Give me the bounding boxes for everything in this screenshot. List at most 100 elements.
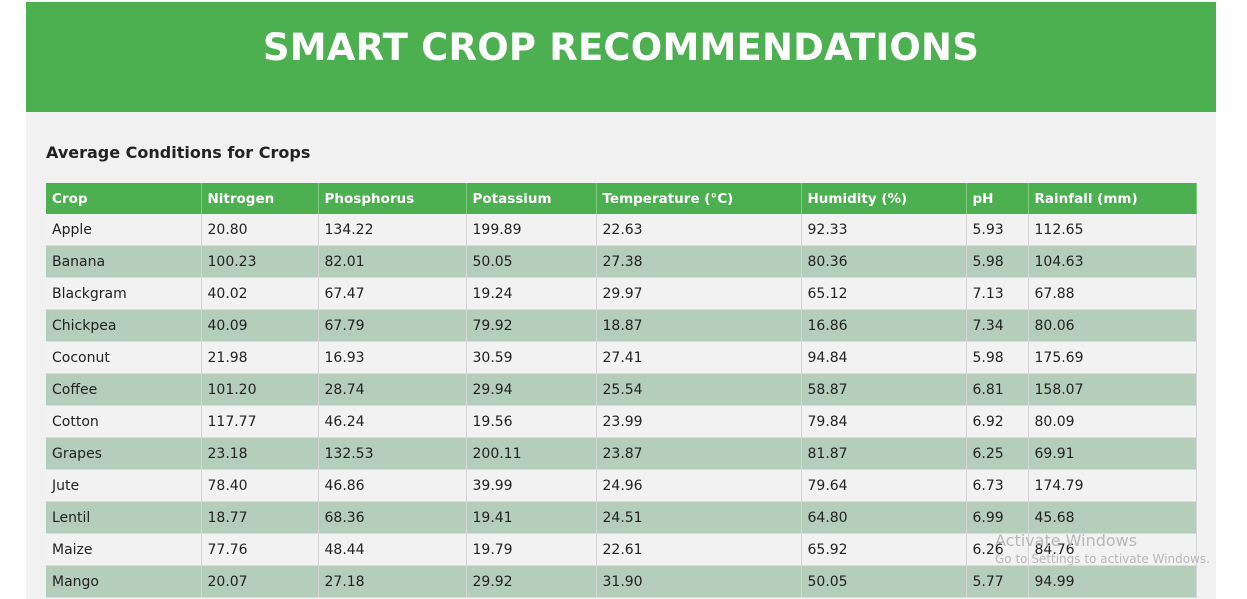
table-cell: 94.99 xyxy=(1028,565,1197,598)
column-header: Phosphorus xyxy=(318,183,467,214)
table-cell: 174.79 xyxy=(1028,469,1197,502)
table-cell: 64.80 xyxy=(801,501,967,534)
table-cell: 65.92 xyxy=(801,533,967,566)
table-cell: 19.56 xyxy=(466,405,597,438)
table-cell: 21.98 xyxy=(201,341,319,374)
crop-name-cell: Maize xyxy=(46,533,202,566)
table-cell: 22.61 xyxy=(596,533,802,566)
table-cell: 29.97 xyxy=(596,277,802,310)
table-cell: 39.99 xyxy=(466,469,597,502)
table-cell: 40.02 xyxy=(201,277,319,310)
table-cell: 67.47 xyxy=(318,277,467,310)
table-cell: 6.81 xyxy=(966,373,1029,406)
table-cell: 175.69 xyxy=(1028,341,1197,374)
table-cell: 27.41 xyxy=(596,341,802,374)
column-header: Temperature (°C) xyxy=(596,183,802,214)
table-row: Coffee 101.20 28.74 29.94 25.54 58.87 6.81 158.… xyxy=(46,373,1197,406)
table-cell: 31.90 xyxy=(596,565,802,598)
column-header: Crop xyxy=(46,183,202,214)
table-cell: 79.92 xyxy=(466,309,597,342)
table-cell: 19.41 xyxy=(466,501,597,534)
table-cell: 19.79 xyxy=(466,533,597,566)
table-cell: 67.79 xyxy=(318,309,467,342)
table-row: Mango 20.07 27.18 29.92 31.90 50.05 5.77 94.99 xyxy=(46,565,1197,598)
table-cell: 58.87 xyxy=(801,373,967,406)
table-row: Lentil 18.77 68.36 19.41 24.51 64.80 6.99 45.68 xyxy=(46,501,1197,534)
table-cell: 65.12 xyxy=(801,277,967,310)
table-cell: 46.24 xyxy=(318,405,467,438)
table-cell: 94.84 xyxy=(801,341,967,374)
crop-name-cell: Apple xyxy=(46,214,202,246)
table-cell: 18.87 xyxy=(596,309,802,342)
table-cell: 24.51 xyxy=(596,501,802,534)
table-row: Coconut 21.98 16.93 30.59 27.41 94.84 5.98 175.… xyxy=(46,341,1197,374)
table-cell: 117.77 xyxy=(201,405,319,438)
table-cell: 5.93 xyxy=(966,214,1029,246)
crop-name-cell: Coconut xyxy=(46,341,202,374)
table-cell: 92.33 xyxy=(801,214,967,246)
table-cell: 28.74 xyxy=(318,373,467,406)
column-header: pH xyxy=(966,183,1029,214)
watermark-subtitle: Go to Settings to activate Windows. xyxy=(995,552,1210,566)
table-cell: 29.94 xyxy=(466,373,597,406)
table-cell: 78.40 xyxy=(201,469,319,502)
table-cell: 100.23 xyxy=(201,245,319,278)
crop-name-cell: Cotton xyxy=(46,405,202,438)
section-title: Average Conditions for Crops xyxy=(46,143,311,162)
table-cell: 132.53 xyxy=(318,437,467,470)
table-cell: 23.18 xyxy=(201,437,319,470)
table-header-row: Crop Nitrogen Phosphorus Potassium Tempe… xyxy=(46,183,1197,214)
table-cell: 200.11 xyxy=(466,437,597,470)
table-cell: 6.92 xyxy=(966,405,1029,438)
table-cell: 6.25 xyxy=(966,437,1029,470)
table-cell: 50.05 xyxy=(801,565,967,598)
table-cell: 5.98 xyxy=(966,245,1029,278)
header-banner: SMART CROP RECOMMENDATIONS xyxy=(26,2,1216,112)
column-header: Potassium xyxy=(466,183,597,214)
table-cell: 29.92 xyxy=(466,565,597,598)
crop-name-cell: Grapes xyxy=(46,437,202,470)
column-header: Nitrogen xyxy=(201,183,319,214)
table-cell: 45.68 xyxy=(1028,501,1197,534)
table-cell: 30.59 xyxy=(466,341,597,374)
table-row: Chickpea 40.09 67.79 79.92 18.87 16.86 7.34 80.… xyxy=(46,309,1197,342)
table-body: Apple 20.80 134.22 199.89 22.63 92.33 5.93 112.… xyxy=(46,214,1197,598)
table-row: Grapes 23.18 132.53 200.11 23.87 81.87 6.25 69.… xyxy=(46,437,1197,470)
crop-name-cell: Coffee xyxy=(46,373,202,406)
crop-conditions-table: Crop Nitrogen Phosphorus Potassium Tempe… xyxy=(46,183,1197,598)
table-cell: 16.86 xyxy=(801,309,967,342)
column-header: Rainfall (mm) xyxy=(1028,183,1197,214)
table-cell: 69.91 xyxy=(1028,437,1197,470)
table-cell: 50.05 xyxy=(466,245,597,278)
table-cell: 79.64 xyxy=(801,469,967,502)
table-cell: 16.93 xyxy=(318,341,467,374)
table-cell: 20.80 xyxy=(201,214,319,246)
table-cell: 23.99 xyxy=(596,405,802,438)
table-cell: 77.76 xyxy=(201,533,319,566)
table-cell: 5.98 xyxy=(966,341,1029,374)
table-cell: 40.09 xyxy=(201,309,319,342)
crop-name-cell: Lentil xyxy=(46,501,202,534)
watermark-title: Activate Windows xyxy=(995,531,1138,550)
table-cell: 67.88 xyxy=(1028,277,1197,310)
table-cell: 134.22 xyxy=(318,214,467,246)
table-cell: 79.84 xyxy=(801,405,967,438)
crop-name-cell: Mango xyxy=(46,565,202,598)
table-cell: 6.26 xyxy=(966,533,1029,566)
table-cell: 101.20 xyxy=(201,373,319,406)
crop-name-cell: Jute xyxy=(46,469,202,502)
table-cell: 84.76 xyxy=(1028,533,1197,566)
table-cell: 19.24 xyxy=(466,277,597,310)
page-title: SMART CROP RECOMMENDATIONS xyxy=(262,25,980,69)
table-cell: 68.36 xyxy=(318,501,467,534)
table-cell: 25.54 xyxy=(596,373,802,406)
table-cell: 18.77 xyxy=(201,501,319,534)
table-cell: 27.38 xyxy=(596,245,802,278)
table-cell: 104.63 xyxy=(1028,245,1197,278)
table-row: Banana 100.23 82.01 50.05 27.38 80.36 5.98 104.… xyxy=(46,245,1197,278)
table-row: Maize 77.76 48.44 19.79 22.61 65.92 6.26 84.76 xyxy=(46,533,1197,566)
column-header: Humidity (%) xyxy=(801,183,967,214)
table-cell: 23.87 xyxy=(596,437,802,470)
table-cell: 7.34 xyxy=(966,309,1029,342)
table-cell: 199.89 xyxy=(466,214,597,246)
